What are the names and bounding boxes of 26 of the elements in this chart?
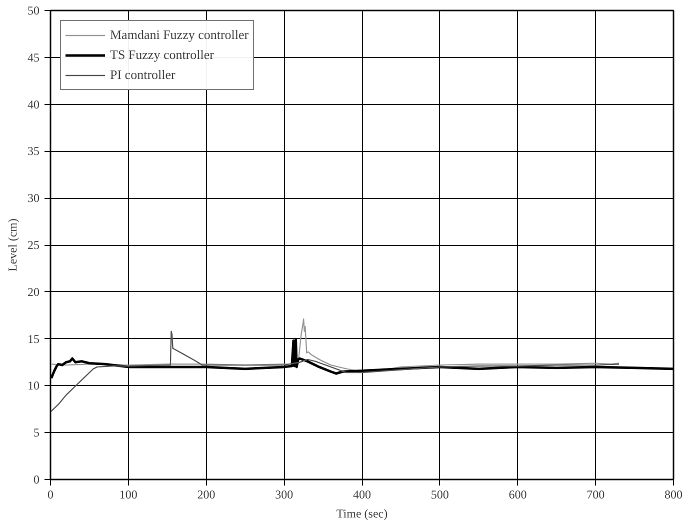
y-tick-label: 35 bbox=[28, 144, 40, 158]
y-tick-label: 5 bbox=[34, 426, 40, 440]
y-tick-label: 20 bbox=[28, 284, 40, 299]
legend-label: PI controller bbox=[110, 67, 176, 83]
y-tick-label: 50 bbox=[28, 4, 40, 18]
y-tick-label: 15 bbox=[28, 332, 40, 346]
y-axis-title: Level (cm) bbox=[6, 218, 20, 272]
y-tick-label: 25 bbox=[28, 238, 40, 252]
x-tick-label: 0 bbox=[48, 488, 54, 502]
x-tick-label: 400 bbox=[353, 488, 371, 502]
x-tick-label: 500 bbox=[430, 488, 449, 502]
x-axis-title: Time (sec) bbox=[336, 506, 388, 520]
x-tick-label: 300 bbox=[275, 488, 294, 502]
legend-label: Mamdani Fuzzy controller bbox=[110, 27, 249, 43]
y-tick-label: 30 bbox=[28, 191, 40, 206]
legend-label: TS Fuzzy controller bbox=[110, 47, 214, 63]
y-tick-label: 0 bbox=[34, 472, 40, 486]
y-tick-label: 10 bbox=[28, 378, 40, 393]
y-tick-label: 45 bbox=[28, 50, 40, 64]
x-tick-label: 200 bbox=[197, 488, 216, 502]
x-tick-label: 600 bbox=[508, 488, 527, 502]
x-tick-label: 100 bbox=[119, 488, 138, 502]
y-tick-label: 40 bbox=[28, 97, 40, 112]
x-tick-label: 700 bbox=[586, 488, 605, 502]
x-tick-label: 800 bbox=[664, 488, 682, 502]
line-series bbox=[50, 330, 620, 413]
